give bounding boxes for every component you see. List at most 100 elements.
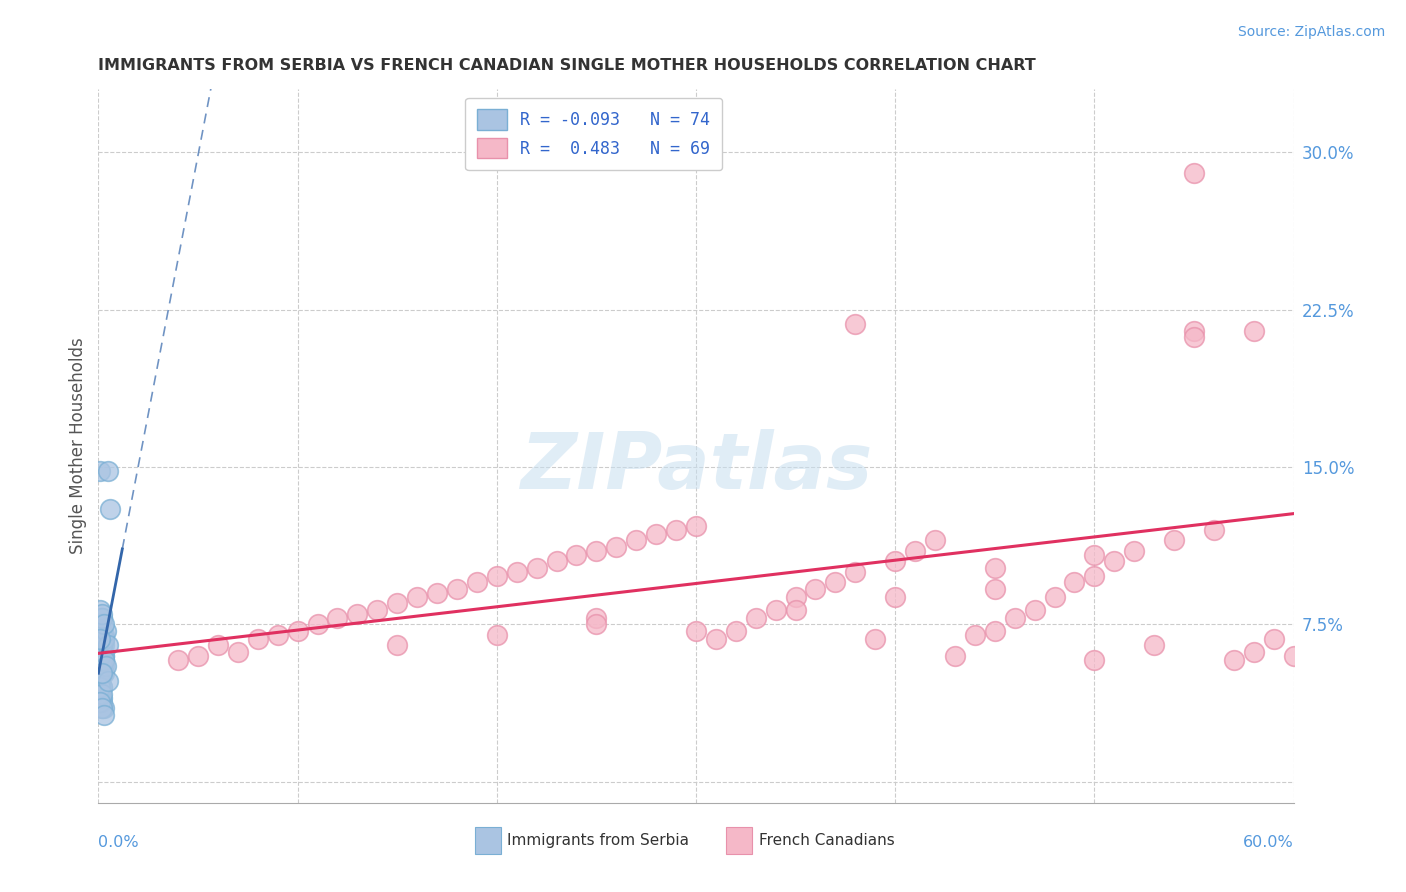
- Point: [1083, 653, 1105, 667]
- Point: [89, 674, 111, 689]
- Text: IMMIGRANTS FROM SERBIA VS FRENCH CANADIAN SINGLE MOTHER HOUSEHOLDS CORRELATION C: IMMIGRANTS FROM SERBIA VS FRENCH CANADIA…: [98, 58, 1036, 73]
- Point: [91, 648, 114, 663]
- Point: [91, 648, 114, 663]
- Y-axis label: Single Mother Households: Single Mother Households: [69, 338, 87, 554]
- Point: [585, 617, 607, 632]
- Point: [287, 624, 309, 638]
- Point: [89, 674, 111, 689]
- Point: [724, 624, 747, 638]
- Point: [97, 674, 120, 689]
- Point: [1024, 603, 1046, 617]
- Point: [585, 611, 607, 625]
- Point: [91, 659, 114, 673]
- Point: [1282, 648, 1305, 663]
- Point: [93, 701, 115, 715]
- Point: [804, 582, 827, 596]
- Point: [485, 628, 508, 642]
- Point: [1182, 166, 1205, 180]
- Point: [93, 632, 115, 646]
- Point: [91, 628, 114, 642]
- Point: [465, 575, 488, 590]
- Point: [267, 628, 290, 642]
- Point: [605, 540, 627, 554]
- Point: [91, 653, 114, 667]
- Point: [366, 603, 388, 617]
- Point: [426, 586, 449, 600]
- Point: [93, 659, 115, 673]
- Point: [91, 632, 114, 646]
- Point: [89, 628, 111, 642]
- Point: [89, 603, 111, 617]
- Point: [385, 639, 409, 653]
- Point: [326, 611, 349, 625]
- Point: [546, 554, 568, 568]
- Point: [93, 617, 115, 632]
- Point: [1063, 575, 1085, 590]
- Point: [246, 632, 269, 646]
- Point: [685, 624, 707, 638]
- Point: [89, 687, 111, 701]
- Text: ZIPatlas: ZIPatlas: [520, 429, 872, 506]
- Point: [91, 632, 114, 646]
- Point: [91, 659, 114, 673]
- Point: [844, 318, 866, 332]
- Point: [89, 653, 111, 667]
- Point: [685, 518, 707, 533]
- Point: [89, 464, 111, 478]
- Point: [1202, 523, 1225, 537]
- Point: [89, 645, 111, 659]
- Point: [93, 639, 115, 653]
- Point: [665, 523, 688, 537]
- Point: [89, 670, 111, 684]
- Point: [824, 575, 846, 590]
- Point: [91, 611, 114, 625]
- Point: [89, 611, 111, 625]
- Point: [984, 624, 1007, 638]
- Point: [526, 560, 548, 574]
- Point: [91, 607, 114, 621]
- Point: [1083, 569, 1105, 583]
- Point: [89, 642, 111, 657]
- Point: [93, 707, 115, 722]
- Point: [89, 624, 111, 638]
- Point: [1263, 632, 1285, 646]
- Point: [924, 533, 946, 548]
- Point: [1163, 533, 1185, 548]
- Bar: [475, 827, 501, 855]
- Point: [1182, 324, 1205, 338]
- Point: [1043, 590, 1066, 604]
- Point: [91, 690, 114, 705]
- Point: [89, 695, 111, 709]
- Point: [91, 681, 114, 695]
- Point: [91, 653, 114, 667]
- Point: [984, 582, 1007, 596]
- Point: [884, 554, 907, 568]
- Point: [89, 695, 111, 709]
- Point: [765, 603, 787, 617]
- Point: [89, 665, 111, 680]
- Point: [89, 639, 111, 653]
- Point: [93, 665, 115, 680]
- Point: [207, 639, 229, 653]
- Point: [89, 653, 111, 667]
- Point: [96, 624, 118, 638]
- Point: [91, 665, 114, 680]
- Point: [89, 617, 111, 632]
- Point: [585, 544, 607, 558]
- Point: [785, 603, 807, 617]
- Point: [91, 639, 114, 653]
- Point: [89, 648, 111, 663]
- Point: [785, 590, 807, 604]
- Text: 60.0%: 60.0%: [1243, 835, 1294, 850]
- Point: [626, 533, 648, 548]
- Point: [346, 607, 368, 621]
- Point: [745, 611, 768, 625]
- Point: [98, 502, 122, 516]
- Point: [704, 632, 727, 646]
- Point: [385, 596, 409, 610]
- Point: [406, 590, 429, 604]
- Point: [943, 648, 966, 663]
- Text: 0.0%: 0.0%: [98, 835, 139, 850]
- Point: [89, 624, 111, 638]
- Point: [1083, 548, 1105, 562]
